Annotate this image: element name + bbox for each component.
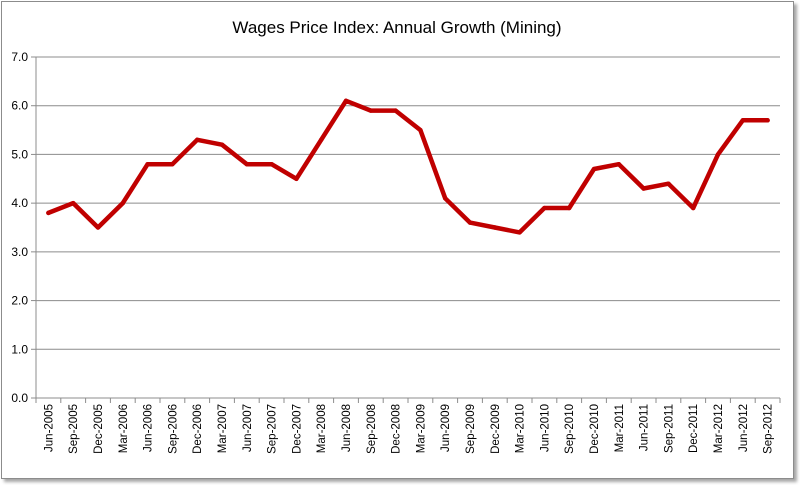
data-point <box>71 200 76 206</box>
chart-frame <box>1 1 794 479</box>
axes <box>35 57 780 399</box>
x-tick-label: Dec-2011 <box>688 404 700 453</box>
y-tick-label: 1.0 <box>11 342 28 356</box>
x-tick-label: Jun-2008 <box>341 404 353 452</box>
data-point <box>418 127 423 133</box>
data-point <box>492 225 497 230</box>
data-point <box>567 205 572 211</box>
x-tick-label: Mar-2007 <box>217 404 229 453</box>
data-point <box>591 166 597 172</box>
x-tick-label: Jun-2010 <box>539 404 551 452</box>
data-point <box>219 142 225 147</box>
x-tick-label: Mar-2008 <box>316 404 328 453</box>
chart-title: Wages Price Index: Annual Growth (Mining… <box>232 18 561 37</box>
data-point <box>294 176 299 181</box>
series-group <box>46 98 770 235</box>
x-tick-label: Dec-2006 <box>192 404 204 454</box>
x-tick-label: Dec-2005 <box>93 404 105 454</box>
x-tick-label: Sep-2012 <box>763 404 775 454</box>
x-axis-ticks: Jun-2005 Sep-2005 Dec-2005 Mar-2006 Jun-2006… <box>35 398 781 454</box>
x-tick-label: Dec-2009 <box>490 404 502 454</box>
x-tick-label: Sep-2010 <box>564 404 576 454</box>
x-tick-label: Jun-2009 <box>440 404 452 452</box>
x-tick-label: Sep-2008 <box>366 404 378 454</box>
data-point <box>517 230 522 235</box>
data-point <box>666 181 671 186</box>
data-point <box>145 161 150 167</box>
data-point <box>691 205 696 211</box>
series-line <box>46 98 770 235</box>
grid-lines <box>36 56 780 350</box>
data-point <box>765 118 770 123</box>
y-axis-ticks: 0.0 1.0 2.0 3.0 4.0 5.0 6.0 7.0 <box>11 50 36 405</box>
data-point <box>120 200 126 206</box>
y-tick-label: 0.0 <box>11 391 28 405</box>
x-tick-label: Mar-2011 <box>614 404 626 452</box>
x-tick-label: Mar-2006 <box>118 404 130 453</box>
data-point <box>95 225 101 230</box>
y-tick-label: 4.0 <box>11 196 28 210</box>
y-tick-label: 7.0 <box>11 50 28 64</box>
data-point <box>542 205 547 211</box>
data-point <box>467 220 473 225</box>
y-tick-label: 5.0 <box>11 147 28 161</box>
y-tick-label: 6.0 <box>11 99 28 113</box>
data-point <box>343 98 349 104</box>
x-tick-label: Mar-2010 <box>515 404 527 453</box>
data-point <box>641 186 646 191</box>
x-tick-label: Sep-2011 <box>663 404 675 453</box>
data-point <box>170 161 175 167</box>
x-tick-label: Sep-2005 <box>68 404 80 454</box>
data-point <box>616 161 621 167</box>
x-tick-label: Mar-2012 <box>713 404 725 453</box>
data-point <box>715 152 721 157</box>
x-tick-label: Sep-2009 <box>465 404 477 454</box>
y-tick-label: 3.0 <box>11 245 28 259</box>
data-point <box>244 161 249 167</box>
x-tick-label: Dec-2010 <box>589 404 601 454</box>
data-point <box>269 161 274 167</box>
data-point <box>46 210 51 216</box>
x-tick-label: Mar-2009 <box>415 404 427 453</box>
x-tick-label: Sep-2006 <box>167 404 179 454</box>
x-tick-label: Jun-2011 <box>639 404 651 451</box>
data-point <box>195 137 200 143</box>
data-point <box>319 137 324 143</box>
data-point <box>368 108 373 113</box>
data-point <box>740 118 745 123</box>
y-tick-label: 2.0 <box>11 294 28 308</box>
x-tick-label: Dec-2007 <box>291 404 303 454</box>
x-tick-label: Jun-2005 <box>43 404 55 452</box>
data-point <box>443 196 448 201</box>
data-point <box>393 108 398 113</box>
x-tick-label: Jun-2007 <box>242 404 254 452</box>
x-tick-label: Jun-2006 <box>143 404 155 452</box>
x-tick-label: Dec-2008 <box>391 404 403 454</box>
x-tick-label: Jun-2012 <box>738 404 750 452</box>
x-tick-label: Sep-2007 <box>267 404 279 454</box>
